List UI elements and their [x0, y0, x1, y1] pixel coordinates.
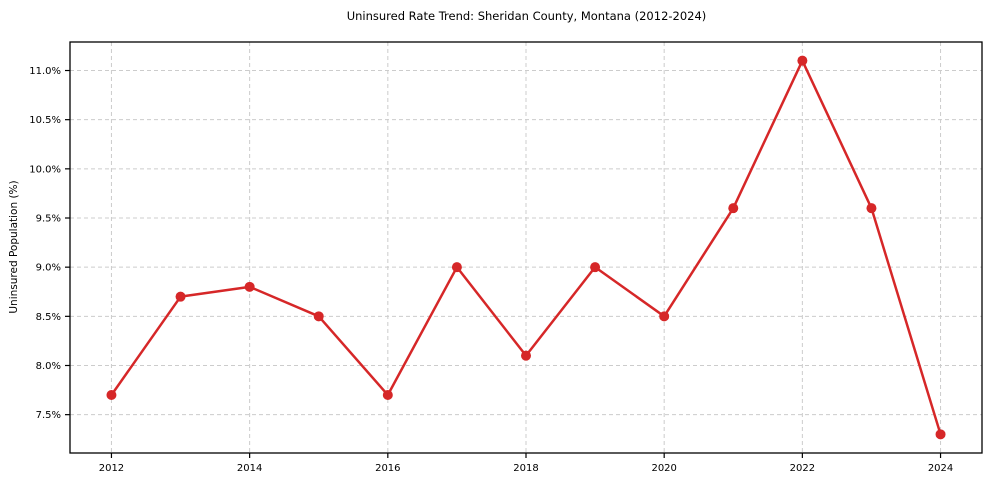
chart-title: Uninsured Rate Trend: Sheridan County, M… [346, 9, 707, 23]
y-tick-label: 11.0% [29, 66, 61, 77]
y-tick-label: 10.5% [29, 115, 61, 126]
x-tick-label: 2020 [651, 463, 676, 474]
data-point [659, 311, 670, 322]
y-tick-label: 10.0% [29, 164, 61, 175]
data-point [244, 281, 255, 292]
x-tick-label: 2012 [99, 463, 124, 474]
y-tick-label: 8.5% [36, 312, 61, 323]
data-point [935, 429, 946, 440]
data-point [382, 389, 393, 400]
data-point [451, 262, 462, 273]
x-tick-label: 2022 [790, 463, 815, 474]
y-tick-label: 8.0% [36, 361, 61, 372]
x-tick-label: 2024 [928, 463, 953, 474]
data-point [728, 203, 739, 214]
data-point [521, 350, 531, 361]
data-point [313, 311, 324, 322]
x-tick-label: 2018 [513, 463, 538, 474]
x-tick-label: 2016 [375, 463, 400, 474]
y-tick-label: 9.5% [36, 214, 61, 225]
y-tick-label: 7.5% [36, 410, 61, 421]
data-point [175, 291, 186, 302]
y-axis-label: Uninsured Population (%) [8, 180, 20, 314]
data-point [797, 55, 808, 66]
data-point [106, 389, 117, 400]
y-tick-label: 9.0% [36, 263, 61, 274]
axes-spines [69, 41, 983, 454]
data-point [866, 203, 877, 214]
x-tick-label: 2014 [237, 463, 262, 474]
data-point [590, 262, 601, 273]
